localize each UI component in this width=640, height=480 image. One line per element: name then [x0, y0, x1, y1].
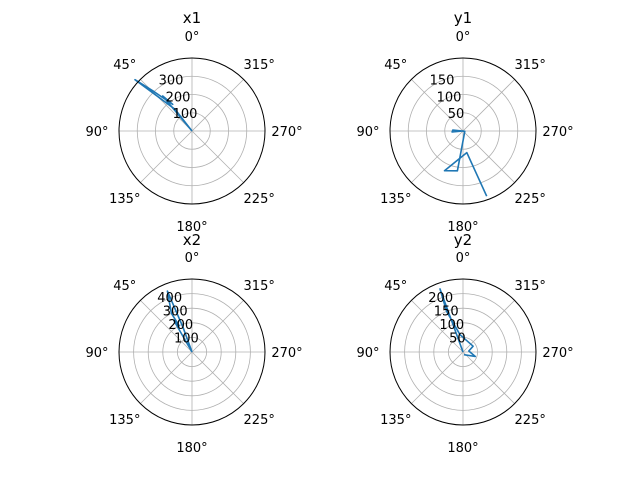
r-tick-label: 100: [437, 90, 462, 105]
polar-spine: [389, 57, 537, 205]
subplot-title: x1: [183, 9, 201, 27]
theta-tick-label: 0°: [456, 251, 471, 266]
r-tick-label: 200: [168, 318, 193, 333]
theta-tick-label: 270°: [271, 346, 302, 361]
r-tick-label: 100: [174, 332, 199, 347]
theta-tick-label: 270°: [542, 125, 573, 140]
r-tick-label: 150: [434, 305, 459, 320]
series-line-1: [134, 78, 193, 132]
theta-tick-label: 45°: [384, 279, 407, 294]
theta-tick-label: 0°: [456, 30, 471, 45]
theta-grid-line: [191, 351, 244, 404]
r-grid-circle: [133, 293, 251, 411]
r-tick-label: 300: [159, 73, 184, 88]
r-tick-label: 200: [428, 291, 453, 306]
r-grid-circle: [426, 94, 500, 168]
polar-spine: [118, 278, 266, 426]
theta-tick-label: 180°: [447, 220, 478, 235]
theta-tick-label: 315°: [515, 279, 546, 294]
r-tick-label: 300: [163, 305, 188, 320]
theta-grid-line: [191, 300, 244, 353]
subplot-title: y2: [454, 231, 472, 249]
r-grid-circle: [404, 293, 522, 411]
r-tick-label: 150: [430, 73, 455, 88]
r-tick-label: 50: [449, 332, 466, 347]
r-grid-circle: [136, 75, 248, 187]
theta-tick-label: 180°: [176, 441, 207, 456]
theta-tick-label: 180°: [447, 441, 478, 456]
series-line-1: [443, 129, 488, 197]
subplot-title: x2: [183, 231, 201, 249]
r-grid-circle: [162, 322, 222, 382]
theta-tick-label: 45°: [113, 279, 136, 294]
r-grid-circle: [418, 307, 508, 397]
r-tick-label: 100: [439, 318, 464, 333]
series-line-1: [166, 290, 193, 353]
theta-tick-label: 90°: [356, 346, 379, 361]
theta-tick-label: 90°: [356, 125, 379, 140]
r-grid-circle: [444, 112, 482, 150]
r-grid-circle: [433, 322, 493, 382]
r-grid-circle: [176, 336, 207, 367]
r-grid-circle: [407, 75, 519, 187]
theta-tick-label: 225°: [244, 192, 275, 207]
theta-tick-label: 315°: [515, 58, 546, 73]
theta-tick-label: 90°: [85, 125, 108, 140]
theta-tick-label: 315°: [244, 279, 275, 294]
theta-tick-label: 45°: [113, 58, 136, 73]
theta-tick-label: 135°: [380, 413, 411, 428]
polar-spine: [389, 278, 537, 426]
theta-tick-label: 0°: [185, 251, 200, 266]
theta-tick-label: 315°: [244, 58, 275, 73]
theta-grid-line: [140, 300, 193, 353]
series-line-1: [439, 288, 477, 358]
r-grid-circle: [147, 307, 237, 397]
theta-tick-label: 225°: [244, 413, 275, 428]
theta-tick-label: 90°: [85, 346, 108, 361]
theta-tick-label: 225°: [515, 192, 546, 207]
theta-tick-label: 0°: [185, 30, 200, 45]
theta-tick-label: 45°: [384, 58, 407, 73]
r-tick-label: 200: [166, 90, 191, 105]
polar-panel-2: 50 100 150 0° 45° 90° 135° 180° 225° 270° 315° y1: [356, 9, 573, 235]
theta-tick-label: 180°: [176, 220, 207, 235]
r-grid-circle: [173, 112, 211, 150]
theta-tick-label: 135°: [109, 413, 140, 428]
r-grid-circle: [155, 94, 229, 168]
r-tick-label: 100: [173, 107, 198, 122]
subplot-title: y1: [454, 9, 472, 27]
r-tick-label: 400: [157, 291, 182, 306]
theta-grid-line: [411, 300, 464, 353]
theta-tick-label: 135°: [109, 192, 140, 207]
r-tick-label: 50: [448, 107, 465, 122]
theta-tick-label: 135°: [380, 192, 411, 207]
theta-tick-label: 270°: [542, 346, 573, 361]
polar-panel-1: 100 200 300 0° 45° 90° 135° 180° 225° 270° 315° x1: [85, 9, 302, 235]
theta-tick-label: 270°: [271, 125, 302, 140]
theta-grid-line: [140, 351, 193, 404]
polar-spine: [118, 57, 266, 205]
theta-grid-line: [411, 351, 464, 404]
theta-grid-line: [462, 351, 515, 404]
theta-tick-label: 225°: [515, 413, 546, 428]
theta-grid-line: [462, 300, 515, 353]
